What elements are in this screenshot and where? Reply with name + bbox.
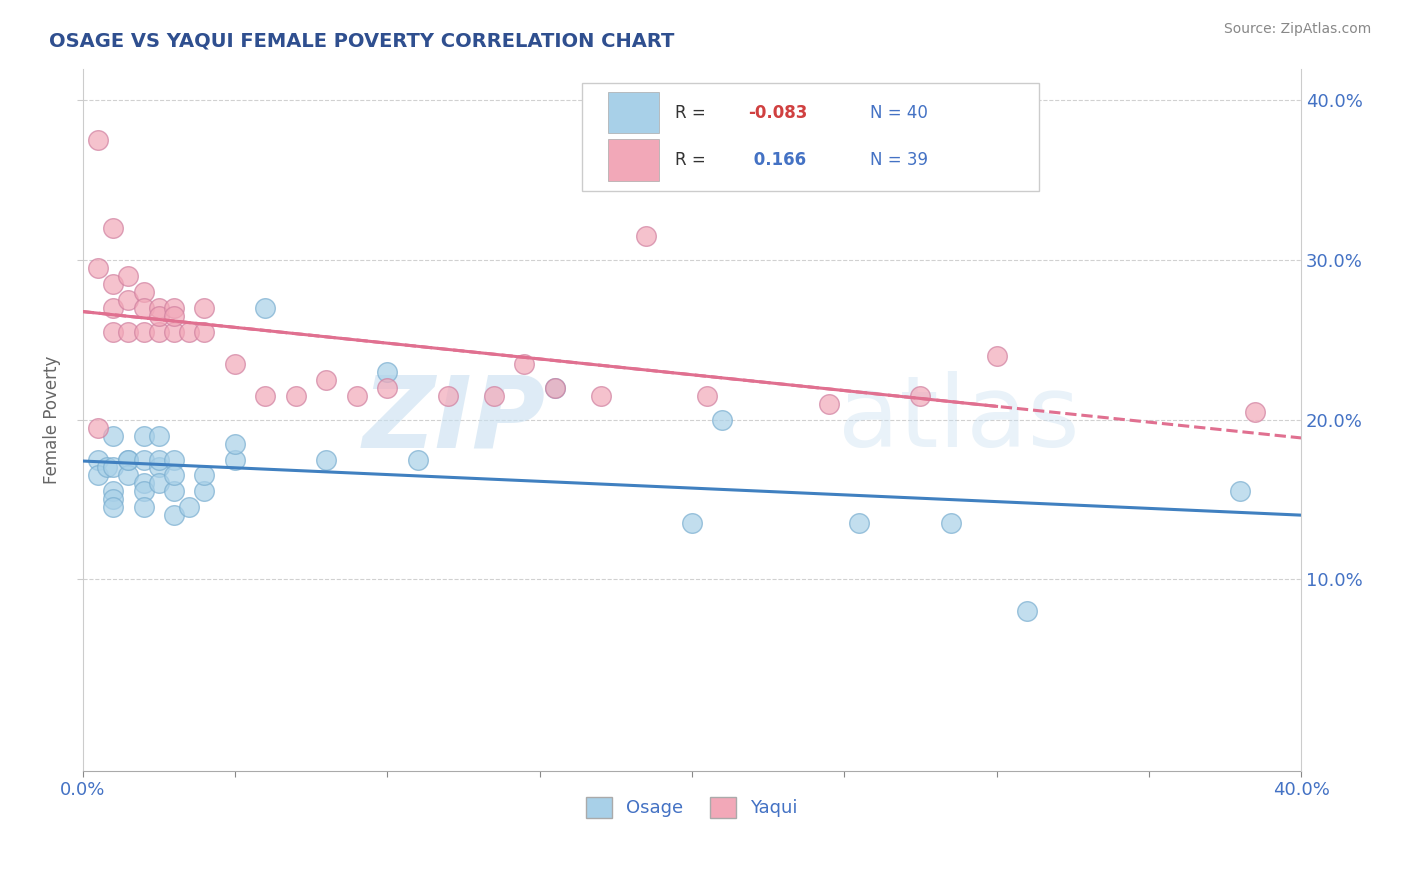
Point xyxy=(163,309,186,323)
Point xyxy=(132,476,155,491)
Point xyxy=(315,373,337,387)
FancyBboxPatch shape xyxy=(582,83,1039,192)
Point xyxy=(636,229,658,244)
Point xyxy=(224,357,246,371)
Legend: Osage, Yaqui: Osage, Yaqui xyxy=(579,789,804,825)
Point xyxy=(163,325,186,339)
Point xyxy=(117,468,139,483)
Point xyxy=(117,452,139,467)
Text: N = 40: N = 40 xyxy=(870,103,928,121)
Point xyxy=(163,468,186,483)
Point xyxy=(939,516,962,531)
Point xyxy=(193,325,215,339)
Point xyxy=(101,301,124,315)
Point xyxy=(87,260,110,275)
Point xyxy=(818,397,841,411)
Text: R =: R = xyxy=(675,151,711,169)
Point xyxy=(101,428,124,442)
Point xyxy=(437,389,460,403)
Point xyxy=(910,389,932,403)
Point xyxy=(375,381,398,395)
Text: N = 39: N = 39 xyxy=(870,151,928,169)
Point xyxy=(254,389,277,403)
Point xyxy=(132,452,155,467)
Point xyxy=(1015,604,1038,618)
Text: ZIP: ZIP xyxy=(363,371,546,468)
Point xyxy=(96,460,118,475)
Point xyxy=(148,476,170,491)
Text: Source: ZipAtlas.com: Source: ZipAtlas.com xyxy=(1223,22,1371,37)
Point xyxy=(179,500,201,515)
Point xyxy=(148,460,170,475)
Point xyxy=(101,500,124,515)
Point xyxy=(101,277,124,291)
Point xyxy=(87,133,110,147)
Point xyxy=(346,389,368,403)
Point xyxy=(284,389,307,403)
Point xyxy=(544,381,567,395)
Point xyxy=(148,428,170,442)
Point xyxy=(589,389,612,403)
Point xyxy=(513,357,536,371)
Point xyxy=(117,452,139,467)
Point xyxy=(544,381,567,395)
Text: OSAGE VS YAQUI FEMALE POVERTY CORRELATION CHART: OSAGE VS YAQUI FEMALE POVERTY CORRELATIO… xyxy=(49,31,675,50)
Point xyxy=(148,452,170,467)
Y-axis label: Female Poverty: Female Poverty xyxy=(44,355,60,483)
Text: 0.166: 0.166 xyxy=(748,151,806,169)
Point xyxy=(132,325,155,339)
Point xyxy=(87,420,110,434)
Point xyxy=(163,508,186,523)
Point xyxy=(163,452,186,467)
Point xyxy=(254,301,277,315)
Point xyxy=(117,293,139,307)
Point xyxy=(193,468,215,483)
Point xyxy=(148,309,170,323)
Point xyxy=(681,516,703,531)
Point xyxy=(224,436,246,450)
Point xyxy=(148,301,170,315)
Point xyxy=(101,492,124,507)
Point xyxy=(163,484,186,499)
Point xyxy=(117,268,139,283)
Point xyxy=(193,484,215,499)
Point xyxy=(101,484,124,499)
Point xyxy=(132,500,155,515)
Point xyxy=(1244,404,1267,418)
Point xyxy=(101,325,124,339)
Point xyxy=(848,516,870,531)
Point xyxy=(375,365,398,379)
Point xyxy=(132,285,155,299)
Point xyxy=(193,301,215,315)
Text: -0.083: -0.083 xyxy=(748,103,807,121)
Point xyxy=(101,221,124,235)
Point xyxy=(87,468,110,483)
Point xyxy=(1229,484,1251,499)
Point xyxy=(711,412,734,426)
Point xyxy=(406,452,429,467)
Point xyxy=(101,460,124,475)
Text: atlas: atlas xyxy=(838,371,1080,468)
Point xyxy=(148,325,170,339)
Point xyxy=(482,389,505,403)
Point xyxy=(132,428,155,442)
FancyBboxPatch shape xyxy=(607,92,659,134)
Point xyxy=(696,389,718,403)
Point xyxy=(179,325,201,339)
FancyBboxPatch shape xyxy=(607,139,659,180)
Text: R =: R = xyxy=(675,103,711,121)
Point xyxy=(117,325,139,339)
Point xyxy=(87,452,110,467)
Point xyxy=(224,452,246,467)
Point xyxy=(132,484,155,499)
Point xyxy=(132,301,155,315)
Point xyxy=(986,349,1008,363)
Point xyxy=(163,301,186,315)
Point xyxy=(315,452,337,467)
